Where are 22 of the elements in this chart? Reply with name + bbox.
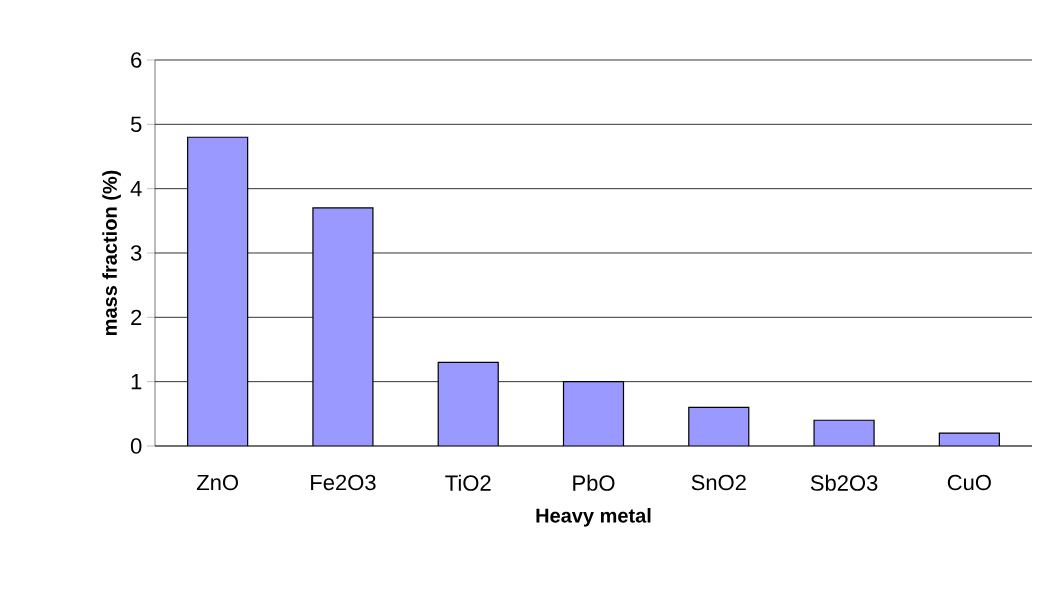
bar: [813, 419, 875, 446]
y-tick-label: 3: [130, 245, 142, 261]
y-tick-label: 5: [130, 116, 142, 132]
x-tick-label: ZnO: [196, 474, 238, 491]
y-tick-label: 4: [130, 181, 142, 197]
bar: [187, 136, 249, 446]
y-tick-label: 6: [131, 52, 142, 68]
bar: [688, 406, 750, 446]
x-tick-label: Fe2O3: [311, 474, 376, 491]
x-tick-label: PbO: [573, 474, 615, 491]
y-tick-label: 0: [130, 438, 142, 454]
bar: [562, 381, 625, 446]
x-tick-label: SnO2: [691, 474, 746, 491]
y-tick-label: 1: [131, 374, 142, 390]
y-tick-label: 2: [131, 309, 142, 325]
x-tick-label: TiO2: [445, 474, 491, 491]
bar: [437, 361, 499, 446]
bar: [312, 207, 374, 446]
x-tick-label: Sb2O3: [810, 474, 878, 491]
y-axis-title: mass fraction (%): [102, 170, 121, 336]
x-axis-title: Heavy metal: [536, 508, 651, 527]
x-tick-label: CuO: [947, 474, 991, 491]
